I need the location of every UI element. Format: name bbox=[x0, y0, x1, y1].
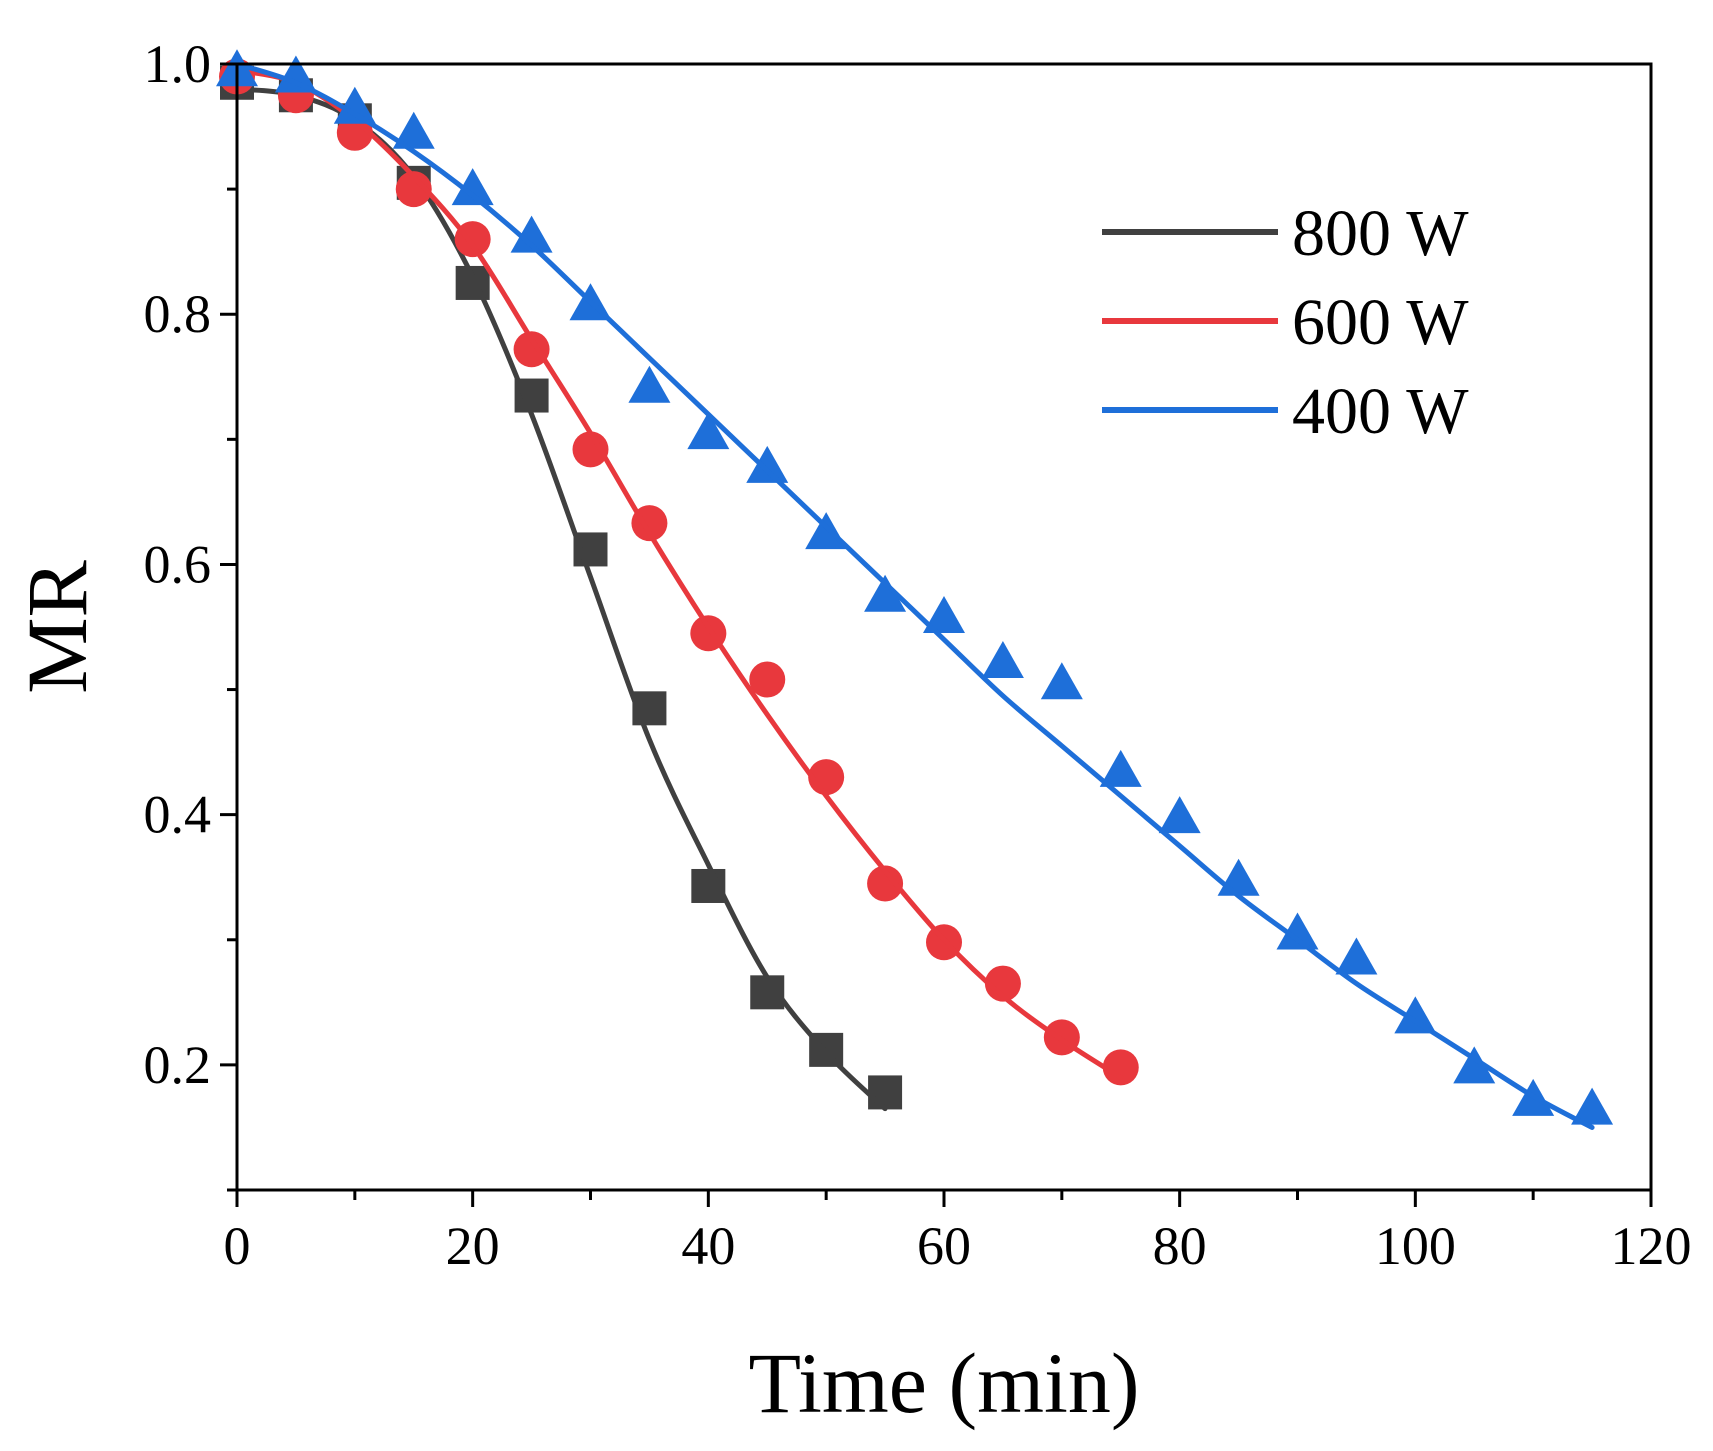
x-tick-label: 120 bbox=[1611, 1216, 1692, 1276]
data-point-400-w bbox=[746, 445, 789, 483]
data-point-600-w bbox=[572, 431, 609, 468]
data-point-400-w bbox=[451, 168, 494, 206]
data-point-600-w bbox=[1102, 1049, 1139, 1086]
y-tick-label: 0.4 bbox=[144, 785, 212, 845]
data-point-400-w bbox=[1394, 996, 1437, 1034]
data-point-400-w bbox=[1453, 1046, 1496, 1084]
x-tick-label: 60 bbox=[917, 1216, 971, 1276]
data-point-800-w bbox=[868, 1075, 903, 1110]
data-point-400-w bbox=[274, 55, 317, 93]
data-point-600-w bbox=[336, 114, 373, 151]
x-tick-label: 100 bbox=[1375, 1216, 1456, 1276]
data-point-400-w bbox=[510, 215, 553, 253]
x-tick-label: 80 bbox=[1153, 1216, 1207, 1276]
legend-label: 600 W bbox=[1292, 286, 1469, 359]
fit-line-400-w bbox=[234, 61, 1595, 1130]
data-point-400-w bbox=[333, 86, 376, 124]
x-tick-label: 20 bbox=[446, 1216, 500, 1276]
data-point-600-w bbox=[513, 331, 550, 368]
data-point-600-w bbox=[395, 171, 432, 208]
data-point-400-w bbox=[628, 365, 671, 403]
data-point-600-w bbox=[984, 965, 1021, 1002]
data-point-400-w bbox=[1040, 662, 1083, 700]
data-point-400-w bbox=[1335, 937, 1378, 975]
plot-layer bbox=[216, 49, 1614, 1130]
y-tick-label: 0.8 bbox=[144, 284, 212, 344]
data-point-400-w bbox=[392, 111, 435, 149]
data-point-600-w bbox=[867, 865, 904, 902]
y-tick-label: 0.6 bbox=[144, 534, 212, 594]
tick-layer: 0 20 40 60 80 100 120 0.2 0.4 0.6 0.8 1.0 bbox=[144, 34, 1692, 1276]
data-point-400-w bbox=[1158, 796, 1201, 834]
y-axis-title: MR bbox=[9, 559, 105, 693]
x-tick-label: 40 bbox=[681, 1216, 735, 1276]
y-tick-label: 1.0 bbox=[144, 34, 212, 94]
fit-line-600-w bbox=[234, 67, 1124, 1080]
x-tick-label: 0 bbox=[224, 1216, 251, 1276]
data-point-400-w bbox=[923, 595, 965, 633]
data-point-400-w bbox=[1571, 1087, 1614, 1125]
data-point-400-w bbox=[864, 574, 907, 612]
data-point-400-w bbox=[1276, 912, 1319, 950]
legend: 800 W 600 W 400 W bbox=[1102, 197, 1469, 448]
series-400-w bbox=[216, 49, 1614, 1130]
data-point-600-w bbox=[749, 661, 786, 698]
x-axis-title: Time (min) bbox=[748, 1335, 1139, 1431]
data-point-400-w bbox=[687, 412, 730, 450]
legend-label: 800 W bbox=[1292, 197, 1469, 270]
data-point-400-w bbox=[1099, 749, 1142, 787]
y-tick-label: 0.2 bbox=[144, 1035, 212, 1095]
legend-label: 400 W bbox=[1292, 375, 1469, 448]
data-point-400-w bbox=[981, 641, 1024, 679]
data-point-800-w bbox=[455, 265, 490, 300]
